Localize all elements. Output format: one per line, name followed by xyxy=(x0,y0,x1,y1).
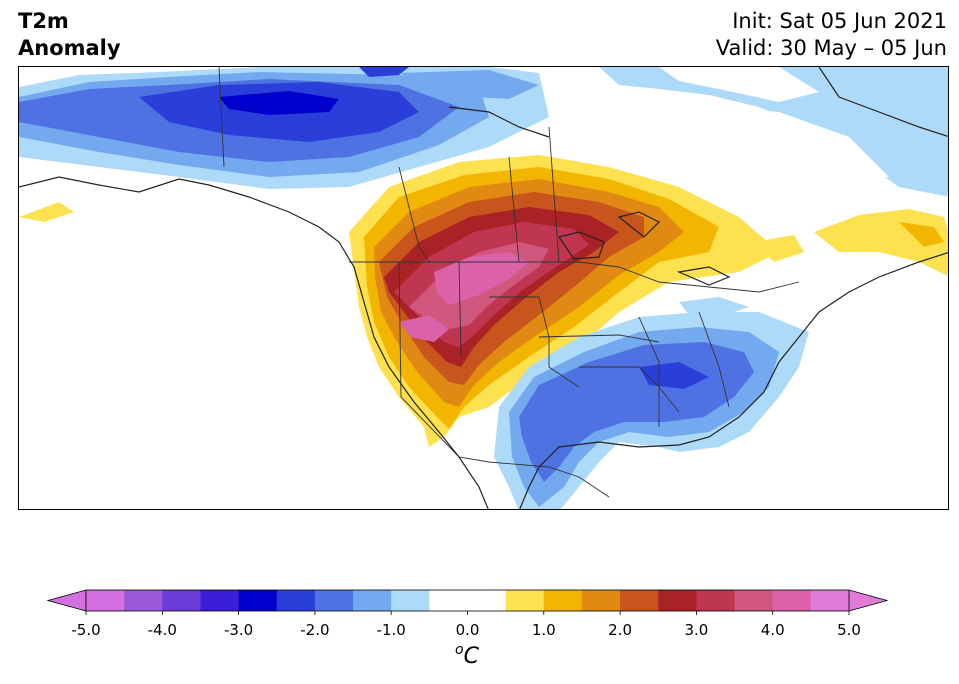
colorbar-swatch xyxy=(429,590,468,611)
init-label: Init: Sat 05 Jun 2021 xyxy=(732,9,947,33)
variable-label: T2m xyxy=(18,9,69,33)
cold-anomaly-east-canada xyxy=(599,67,948,197)
colorbar-swatch xyxy=(658,590,697,611)
colorbar-tick-label: -4.0 xyxy=(148,621,177,639)
colorbar-swatch xyxy=(772,590,812,611)
colorbar-tick-label: 0.0 xyxy=(456,621,480,639)
colorbar-tick-label: -3.0 xyxy=(224,621,253,639)
colorbar-swatch xyxy=(276,590,316,611)
colorbar: -5.0 -4.0 -3.0 -2.0 -1.0 0.0 1.0 2.0 3.0 4.0 5.0 oC xyxy=(0,585,959,680)
colorbar-swatch xyxy=(810,590,850,611)
colorbar-swatch xyxy=(314,590,354,611)
coastlines xyxy=(19,67,948,509)
colorbar-swatch xyxy=(696,590,736,611)
colorbar-swatch xyxy=(200,590,240,611)
colorbar-tick-label: 3.0 xyxy=(684,621,708,639)
map-title: T2m Anomaly xyxy=(18,8,121,62)
colorbar-swatch xyxy=(543,590,583,611)
colorbar-swatch xyxy=(505,590,545,611)
cold-anomaly-north xyxy=(19,67,549,189)
colorbar-swatch xyxy=(734,590,774,611)
field-label: Anomaly xyxy=(18,36,121,60)
colorbar-swatch xyxy=(581,590,621,611)
political-borders xyxy=(218,67,800,498)
colorbar-tick-label: -5.0 xyxy=(71,621,100,639)
colorbar-swatch xyxy=(391,590,430,611)
colorbar-swatch xyxy=(86,590,125,611)
colorbar-swatch xyxy=(162,590,201,611)
colorbar-swatch xyxy=(238,590,278,611)
anomaly-map xyxy=(18,66,949,510)
valid-label: Valid: 30 May – 05 Jun xyxy=(715,36,947,60)
colorbar-canvas: -5.0 -4.0 -3.0 -2.0 -1.0 0.0 1.0 2.0 3.0 4.0 5.0 oC xyxy=(46,589,889,669)
colorbar-unit: oC xyxy=(455,642,480,669)
colorbar-under-arrow xyxy=(46,589,87,612)
warm-anomaly-west xyxy=(19,155,779,447)
colorbar-tick-label: -1.0 xyxy=(377,621,406,639)
colorbar-over-arrow xyxy=(848,589,889,612)
map-canvas xyxy=(19,67,948,509)
colorbar-tick-label: 5.0 xyxy=(837,621,861,639)
colorbar-tick-label: -2.0 xyxy=(300,621,329,639)
colorbar-swatch xyxy=(620,590,659,611)
colorbar-swatch xyxy=(353,590,392,611)
colorbar-swatch xyxy=(124,590,163,611)
cold-anomaly-south-east xyxy=(494,297,809,509)
warm-anomaly-labrador xyxy=(754,209,948,277)
colorbar-tick-label: 1.0 xyxy=(532,621,556,639)
colorbar-tick-label: 4.0 xyxy=(761,621,785,639)
colorbar-swatch xyxy=(467,590,507,611)
date-info: Init: Sat 05 Jun 2021 Valid: 30 May – 05… xyxy=(716,8,947,62)
colorbar-tick-label: 2.0 xyxy=(608,621,632,639)
